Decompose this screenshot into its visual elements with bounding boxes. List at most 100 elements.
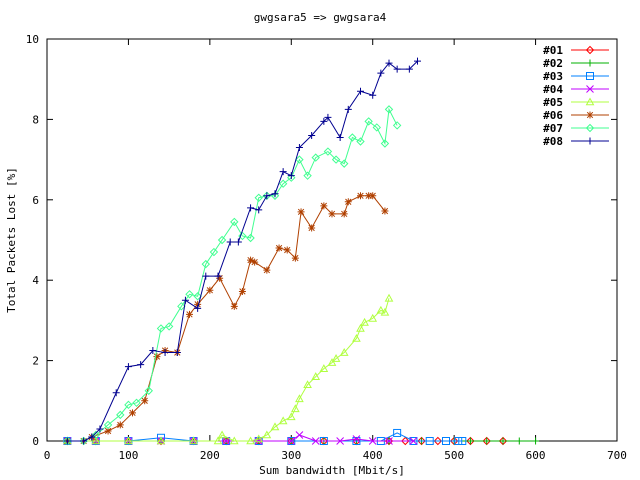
data-point [186,310,193,318]
data-point [247,256,255,264]
data-point [323,147,333,156]
data-point [104,427,112,435]
data-point [454,437,463,445]
data-point [254,434,264,443]
data-point [283,246,291,254]
data-point [380,139,390,148]
data-point [303,380,312,389]
data-point [91,430,101,440]
x-tick-label: 700 [607,449,627,462]
data-point [226,238,234,246]
data-point [156,324,166,333]
series-08 [63,57,421,445]
data-point [255,206,263,214]
data-point [141,397,149,405]
data-point [80,437,88,445]
data-point [585,123,595,133]
data-point [291,254,299,262]
y-tick-label: 2 [32,355,39,368]
data-point [229,436,239,445]
data-point [270,422,280,431]
data-point [132,398,141,408]
data-point [193,292,202,301]
data-point [251,258,259,266]
data-point [483,437,491,445]
data-point [194,300,202,308]
data-point [297,208,305,216]
legend-label: #06 [543,109,563,122]
data-point [124,400,133,410]
data-point [360,317,369,326]
data-point [368,313,378,322]
data-point [384,293,394,302]
data-point [357,87,364,95]
data-point [275,244,283,252]
data-point [308,131,316,139]
series-05 [63,293,394,445]
data-point [308,224,316,232]
data-point [88,433,96,441]
data-point [124,363,132,371]
data-point [586,137,594,145]
data-point [124,436,133,445]
legend-label: #07 [543,122,563,135]
data-point [194,304,202,312]
y-tick-label: 10 [26,33,39,46]
data-point [586,72,594,80]
legend-label: #04 [543,83,563,96]
y-axis-label: Total Packets Lost [%] [5,167,18,313]
data-point [181,296,189,304]
legend-label: #08 [543,135,563,148]
data-point [344,198,352,206]
data-point [381,207,389,215]
data-point [216,274,224,282]
data-point [499,437,507,445]
data-point [173,349,181,357]
data-point [201,259,210,269]
data-point [372,123,381,132]
data-point [409,437,418,445]
data-point [149,347,157,355]
data-point [247,204,255,212]
data-point [254,193,263,202]
series-line [67,434,414,442]
data-point [364,117,373,126]
data-point [336,437,344,445]
y-tick-label: 8 [32,113,39,126]
plot-frame [46,38,618,442]
data-point [295,144,303,152]
data-point [311,153,320,162]
data-point [217,235,227,245]
data-point [385,59,393,67]
legend-label: #02 [543,57,563,70]
data-point [96,425,104,433]
data-point [246,436,255,445]
data-point [586,59,594,67]
data-point [230,302,238,310]
data-point [458,437,467,445]
x-tick-label: 600 [526,449,546,462]
data-point [368,437,377,445]
data-point [177,302,186,311]
data-point [263,266,271,274]
data-point [144,386,153,395]
data-point [442,437,450,445]
data-point [328,210,336,218]
series-03 [63,428,467,445]
data-point [392,121,402,130]
x-tick-label: 500 [444,449,464,462]
data-point [425,437,434,445]
data-point [515,437,523,445]
data-point [311,372,321,380]
series-06 [63,192,389,445]
data-point [327,358,337,366]
data-point [112,389,120,397]
data-point [161,349,169,357]
series-line [67,298,390,442]
data-point [433,436,443,446]
data-point [401,436,410,446]
data-point [365,192,373,200]
y-tick-label: 0 [32,435,39,448]
x-tick-label: 300 [281,449,301,462]
x-tick-label: 0 [44,449,51,462]
